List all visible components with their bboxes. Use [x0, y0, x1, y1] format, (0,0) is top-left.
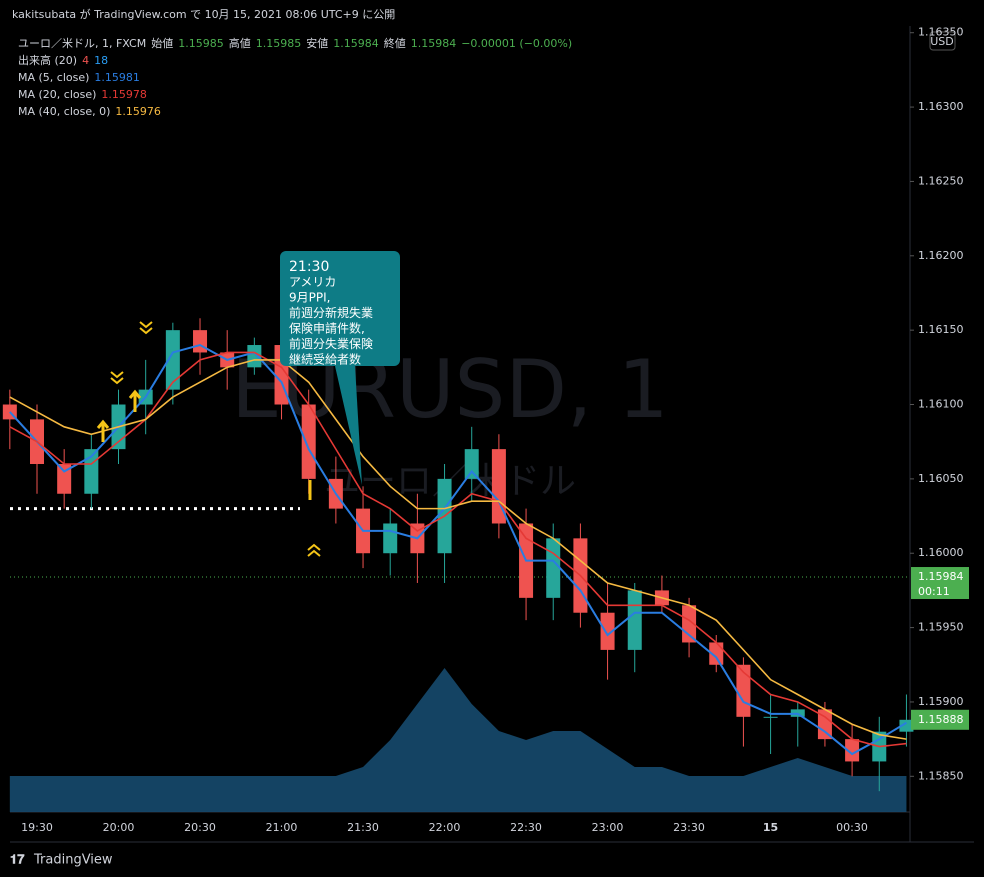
- legend-item: 1.15985: [178, 37, 224, 50]
- y-tick-label: 1.16150: [918, 323, 964, 336]
- x-tick-label: 22:00: [429, 821, 461, 834]
- ma-line: [9, 343, 907, 756]
- annotation-line: 保険申請件数,: [289, 321, 365, 336]
- x-tick-label: 21:30: [347, 821, 379, 834]
- price-tag: [911, 709, 969, 730]
- legend-item: MA (40, close, 0): [18, 105, 110, 118]
- price-tag-label: 1.15888: [918, 713, 964, 726]
- y-tick-label: 1.15950: [918, 621, 964, 634]
- candle-body: [763, 716, 778, 718]
- legend-item: 1.15984: [411, 37, 457, 50]
- currency-box: [929, 31, 956, 51]
- legend-item: 1.15984: [333, 37, 379, 50]
- candle-body: [845, 739, 860, 762]
- x-tick-label: 20:00: [103, 821, 135, 834]
- candle-body: [546, 538, 561, 598]
- annotation-box: [280, 251, 400, 366]
- x-tick-label: 19:30: [21, 821, 53, 834]
- ma-line: [9, 359, 907, 740]
- y-tick-label: 1.16100: [918, 398, 964, 411]
- annotation-line: アメリカ: [289, 275, 336, 289]
- candle-body: [57, 464, 72, 494]
- signal-arrows: [96, 389, 312, 500]
- candle-body: [899, 719, 914, 732]
- volume-area: [9, 668, 907, 812]
- legend-item: 終値: [384, 36, 406, 50]
- legend-item: 1.15978: [101, 88, 147, 101]
- legend-item: 安値: [306, 36, 328, 50]
- y-tick-label: 1.16050: [918, 472, 964, 485]
- x-tick-label: 21:00: [266, 821, 298, 834]
- y-tick-label: 1.15900: [918, 695, 964, 708]
- legend-item: −0.00001 (−0.00%): [461, 37, 572, 50]
- candle-body: [709, 642, 724, 665]
- x-tick-label: 23:30: [673, 821, 705, 834]
- candle-body: [193, 330, 208, 353]
- legend-item: 1.15985: [256, 37, 302, 50]
- x-tick-label: 00:30: [836, 821, 868, 834]
- candle-body: [817, 709, 832, 740]
- logo: TradingView: [33, 853, 113, 868]
- logo-mark: 𝟏𝟕: [10, 853, 25, 868]
- legend-item: 始値: [151, 36, 173, 50]
- x-tick-label: 20:30: [184, 821, 216, 834]
- y-tick-label: 1.16300: [918, 100, 964, 113]
- annotation-line: 前週分失業保険: [289, 336, 373, 351]
- y-tick-label: 1.16250: [918, 174, 964, 187]
- legend-item: 1.15976: [115, 105, 161, 118]
- annotation-line: 継続受給者数: [289, 352, 361, 367]
- x-tick-label: 22:30: [510, 821, 542, 834]
- publisher: kakitsubata が TradingView.com で 10月 15, …: [12, 7, 395, 21]
- legend-item: MA (20, close): [18, 88, 96, 101]
- annotation-line: 9月PPI,: [289, 291, 330, 305]
- countdown: 00:11: [918, 585, 950, 598]
- y-tick-label: 1.15850: [918, 769, 964, 782]
- legend-item: 高値: [229, 36, 251, 50]
- y-tick-label: 1.16200: [918, 249, 964, 262]
- x-tick-label: 23:00: [592, 821, 624, 834]
- legend-item: 18: [94, 54, 108, 67]
- x-tick-label: 15: [763, 821, 778, 834]
- legend-item: MA (5, close): [18, 71, 89, 84]
- y-tick-label: 1.16350: [918, 26, 964, 39]
- price-tag: [911, 567, 969, 600]
- price-tag-label: 1.15984: [918, 570, 964, 583]
- legend-item: 4: [82, 54, 89, 67]
- signal-chevrons: [110, 321, 321, 557]
- annotation-line: 前週分新規失業: [289, 305, 373, 320]
- y-tick-label: 1.16000: [918, 546, 964, 559]
- candle-body: [247, 345, 262, 368]
- legend-item: ユーロ／米ドル, 1, FXCM: [18, 37, 146, 50]
- currency: USD: [930, 35, 954, 48]
- legend-item: 出来高 (20): [18, 53, 77, 67]
- legend-item: 1.15981: [94, 71, 140, 84]
- candle-body: [627, 590, 642, 650]
- annotation-pointer: [335, 366, 362, 485]
- annotation-line: 21:30: [289, 259, 329, 275]
- candle-body: [600, 612, 615, 650]
- candle-body: [383, 523, 398, 554]
- candle-body: [464, 449, 479, 479]
- candle-body: [301, 404, 316, 479]
- candle-body: [165, 330, 180, 390]
